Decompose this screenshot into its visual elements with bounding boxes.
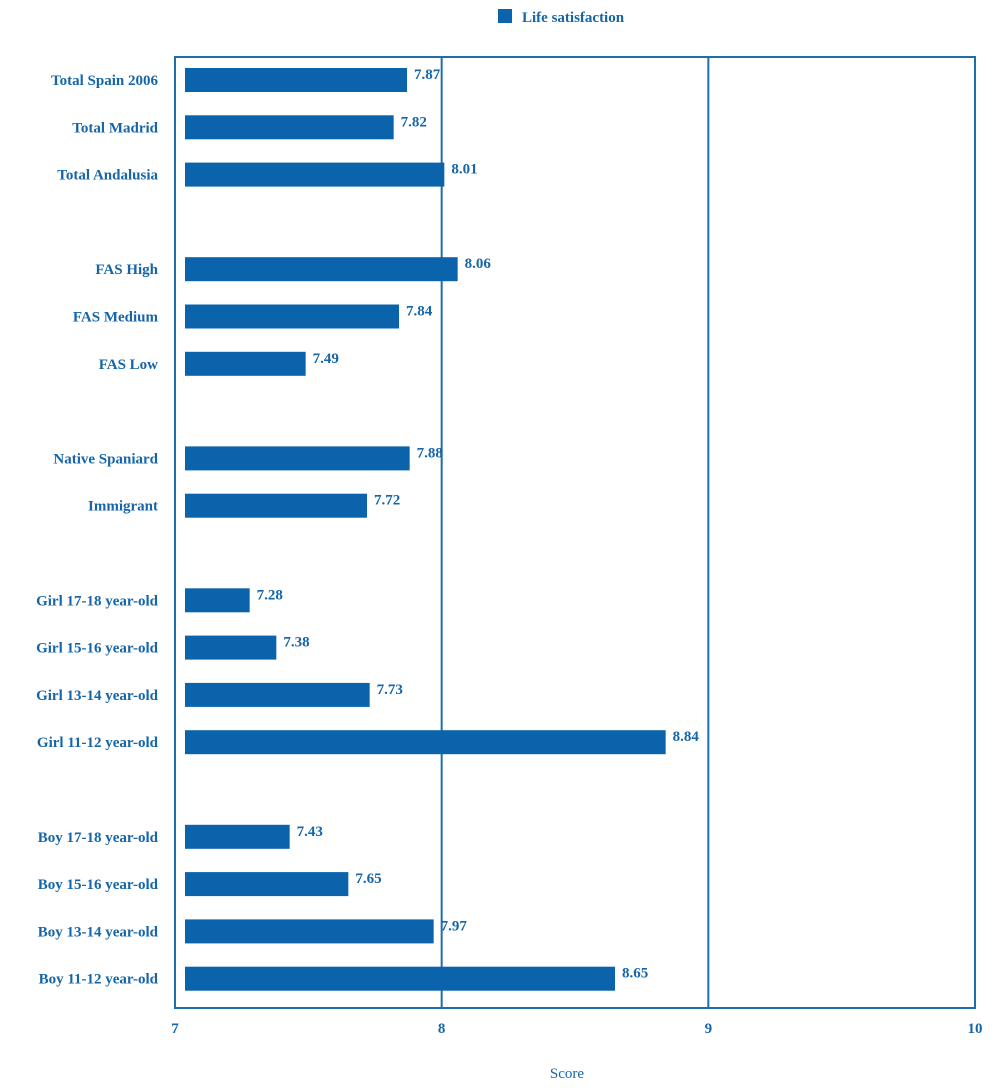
category-label: Boy 17-18 year-old	[38, 830, 159, 846]
bar	[185, 919, 434, 944]
value-label: 7.65	[355, 871, 381, 887]
bar	[185, 304, 399, 329]
category-label: Girl 11-12 year-old	[37, 735, 159, 751]
bars	[185, 68, 666, 991]
value-label: 7.49	[313, 351, 339, 367]
value-label: 7.43	[297, 824, 323, 840]
value-label: 8.06	[465, 256, 492, 272]
category-labels: Total Spain 2006 Total Madrid Total Andalu…	[36, 73, 159, 988]
bar	[185, 966, 615, 991]
category-label: Girl 15-16 year-old	[36, 641, 159, 657]
value-label: 7.38	[283, 635, 309, 651]
value-label: 8.01	[451, 162, 477, 178]
category-label: FAS Medium	[73, 310, 159, 326]
x-tick-label: 9	[705, 1021, 713, 1037]
category-label: Total Andalusia	[57, 168, 158, 184]
value-label: 8.65	[622, 966, 648, 982]
x-tick-label: 7	[171, 1021, 179, 1037]
category-label: Immigrant	[88, 499, 158, 515]
plot-frame	[174, 56, 976, 1009]
category-label: Total Spain 2006	[51, 73, 158, 89]
bar	[185, 682, 370, 707]
value-label: 7.28	[257, 587, 283, 603]
value-label: 7.82	[401, 114, 427, 130]
category-label: FAS Low	[99, 357, 158, 373]
bar	[185, 257, 458, 282]
category-label: Total Madrid	[72, 120, 158, 136]
value-label: 7.73	[377, 682, 403, 698]
legend-label: Life satisfaction	[522, 10, 625, 26]
value-label: 7.72	[374, 493, 400, 509]
category-label: Native Spaniard	[53, 451, 158, 467]
bar	[185, 635, 277, 660]
bar	[185, 730, 666, 755]
bar	[185, 162, 445, 187]
bar	[185, 588, 250, 613]
value-label: 7.84	[406, 304, 433, 320]
bar	[185, 446, 410, 471]
gridlines	[440, 57, 710, 1008]
legend-swatch	[498, 9, 512, 23]
category-label: Boy 13-14 year-old	[38, 924, 159, 940]
x-tick-label: 10	[968, 1021, 983, 1037]
category-label: Boy 15-16 year-old	[38, 877, 159, 893]
bar	[185, 115, 394, 140]
x-axis-title: Score	[550, 1066, 584, 1082]
value-label: 7.88	[417, 445, 443, 461]
bar	[185, 68, 407, 92]
bar	[185, 493, 367, 518]
value-label: 7.87	[414, 67, 441, 83]
category-label: Girl 17-18 year-old	[36, 593, 159, 609]
bar	[185, 872, 349, 897]
legend: Life satisfaction	[498, 9, 625, 26]
category-label: Boy 11-12 year-old	[39, 972, 159, 988]
value-label: 8.84	[673, 729, 700, 745]
value-label: 7.97	[441, 918, 468, 934]
bar	[185, 351, 306, 376]
x-axis-ticks: 7 8 9 10	[171, 1021, 982, 1037]
category-label: FAS High	[95, 262, 158, 278]
value-labels: 7.87 7.82 8.01 8.06 7.84 7.49 7.88 7.72 7.28 7.38…	[257, 67, 700, 982]
x-tick-label: 8	[438, 1021, 446, 1037]
category-label: Girl 13-14 year-old	[36, 688, 159, 704]
bar	[185, 824, 290, 849]
